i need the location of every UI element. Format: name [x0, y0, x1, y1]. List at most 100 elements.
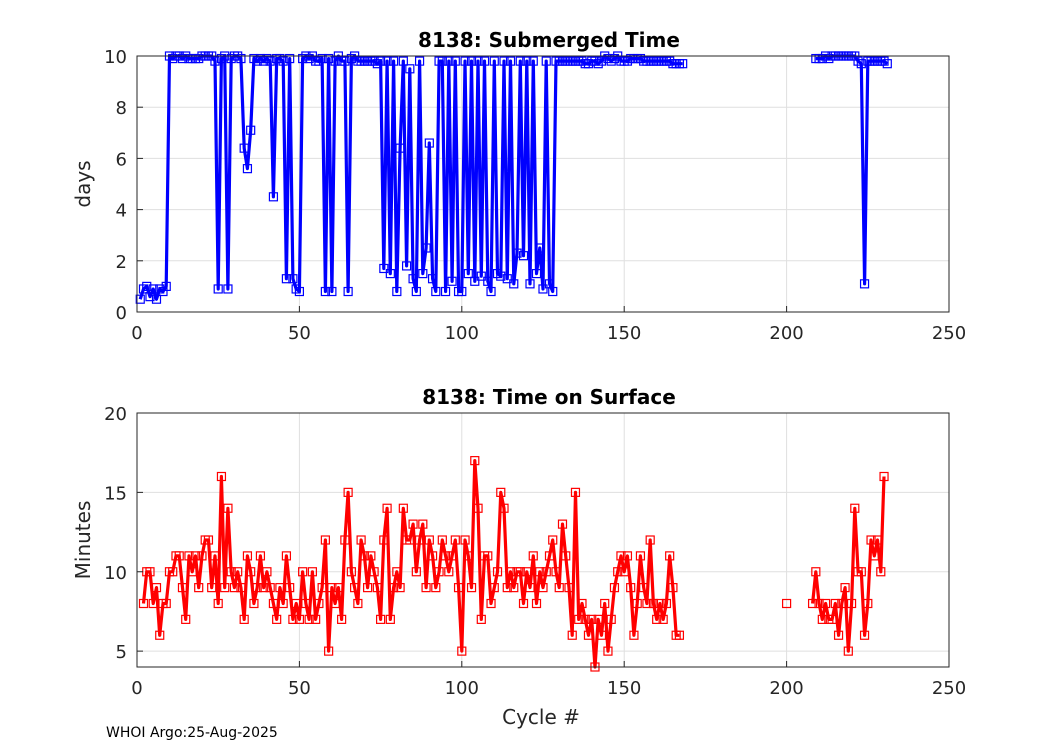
x-tick-label: 150 [607, 323, 641, 344]
data-point [320, 535, 330, 545]
data-point [207, 583, 217, 593]
data-point [544, 551, 555, 561]
data-point [226, 567, 236, 577]
data-point [499, 503, 509, 513]
data-point [411, 567, 421, 577]
x-tick-label: 50 [288, 678, 311, 699]
data-point [580, 614, 590, 624]
data-point [879, 471, 889, 482]
y-tick-label: 8 [116, 98, 127, 119]
data-point [551, 567, 561, 577]
data-point [268, 598, 279, 609]
x-tick-label: 100 [445, 678, 479, 699]
data-point [320, 286, 330, 297]
data-point [674, 630, 685, 640]
data-point [294, 286, 304, 297]
data-point [505, 567, 516, 577]
data-point [574, 614, 584, 624]
chart-submerged: 0 50 100 150 200 250 0 2 4 6 8 10 8138: Submerged Ti… [71, 28, 966, 344]
data-point [236, 583, 246, 593]
data-point [177, 583, 188, 593]
data-point [859, 630, 870, 640]
data-point [596, 56, 607, 66]
data-point [330, 56, 340, 66]
data-point [285, 53, 295, 64]
data-point [541, 56, 551, 66]
data-point [223, 503, 233, 513]
chart-surface: 0 50 100 150 200 250 5 10 15 20 8138: Time on Surf… [71, 385, 966, 729]
data-point [194, 53, 204, 64]
data-point [583, 59, 594, 69]
data-point [411, 286, 421, 297]
data-point [255, 53, 266, 64]
data-point [252, 56, 262, 66]
data-point [483, 551, 493, 561]
data-point [635, 53, 646, 64]
data-point [629, 630, 639, 640]
y-tick-label: 6 [116, 149, 127, 170]
x-tick-label: 150 [607, 678, 641, 699]
data-point [820, 598, 831, 609]
data-point [343, 286, 353, 297]
data-point [327, 583, 337, 593]
data-point [863, 598, 873, 609]
data-point [622, 551, 633, 561]
series-line [811, 476, 886, 653]
data-point [281, 274, 292, 284]
data-point [652, 614, 662, 624]
data-point [837, 598, 847, 609]
data-point [343, 487, 353, 497]
data-point [557, 519, 568, 529]
data-point [190, 551, 201, 561]
data-point [242, 551, 253, 561]
data-point [233, 567, 243, 577]
data-point [525, 279, 535, 289]
data-point [145, 567, 155, 577]
data-point [363, 583, 373, 593]
data-point [437, 535, 447, 545]
data-point [148, 284, 158, 294]
data-point [298, 567, 308, 577]
data-point [781, 598, 792, 609]
data-point [596, 630, 607, 640]
series-line [141, 459, 680, 669]
data-point [437, 56, 447, 66]
data-point [249, 598, 259, 609]
y-axis-label: days [71, 160, 95, 207]
data-point [278, 598, 288, 609]
data-point [210, 56, 220, 66]
data-point [281, 551, 292, 561]
data-point [333, 583, 343, 593]
data-point [665, 56, 675, 66]
x-tick-label: 200 [769, 678, 803, 699]
data-point [661, 598, 672, 609]
data-point [304, 614, 314, 624]
y-tick-label: 4 [116, 201, 127, 222]
data-point [840, 583, 850, 593]
data-point [525, 583, 535, 593]
data-point [483, 276, 493, 286]
data-point [522, 56, 532, 66]
data-point [213, 598, 223, 609]
data-point [239, 614, 249, 624]
data-point [239, 143, 249, 153]
data-point [538, 284, 548, 294]
data-point [561, 551, 571, 561]
data-point [288, 274, 298, 284]
data-point [850, 503, 860, 513]
data-point [418, 269, 428, 279]
data-point [531, 598, 542, 609]
data-point [440, 286, 451, 297]
data-point [460, 535, 470, 545]
data-point [626, 583, 636, 593]
data-point [398, 503, 408, 513]
x-tick-label: 100 [445, 323, 479, 344]
data-point [148, 598, 158, 609]
data-point [817, 614, 827, 624]
data-point [158, 286, 168, 297]
data-point [249, 53, 259, 64]
data-point [304, 53, 314, 64]
data-point [236, 53, 246, 64]
axes-box [136, 55, 950, 313]
data-point [353, 598, 363, 609]
